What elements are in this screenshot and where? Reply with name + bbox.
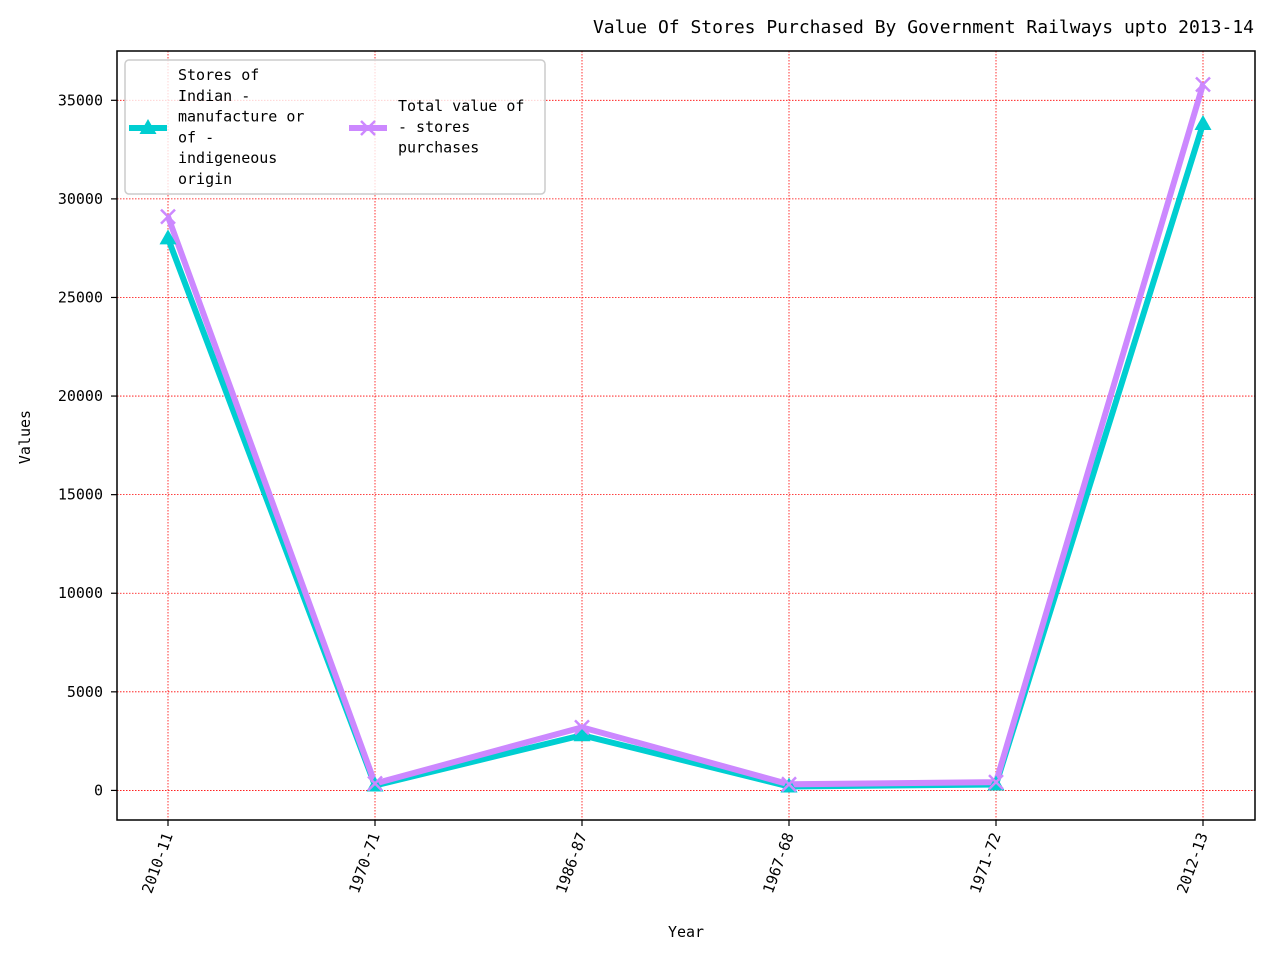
x-marker <box>160 208 176 225</box>
legend-label-line: indigeneous <box>178 149 277 167</box>
legend: Stores of Indian - manufacture or of - indig… <box>124 59 546 195</box>
triangle-marker <box>159 229 177 245</box>
plot-frame <box>116 50 1256 821</box>
legend-label-line: manufacture or <box>178 108 304 126</box>
y-tick-label: 15000 <box>58 486 103 504</box>
y-tick-label: 0 <box>94 781 103 799</box>
legend-label-line: purchases <box>398 139 479 157</box>
x-marker-stroke <box>1195 76 1211 93</box>
series-line-2 <box>165 83 1206 788</box>
x-marker <box>988 774 1004 791</box>
legend-label-line: origin <box>178 170 232 188</box>
triangle-marker <box>573 726 591 742</box>
x-marker-stroke <box>360 120 376 136</box>
chart-title: Value Of Stores Purchased By Government … <box>593 17 1254 38</box>
x-marker <box>1195 76 1211 93</box>
legend-label-line: of - <box>178 128 214 146</box>
x-tick-label: 1971-72 <box>966 830 1005 896</box>
x-axis: 2010-11 1970-71 1986-87 1967-68 1971-72 2012-… <box>138 820 1212 896</box>
x-marker <box>360 120 376 136</box>
y-tick-label: 25000 <box>58 288 103 306</box>
x-axis-label: Year <box>668 923 704 941</box>
triangle-marker <box>1194 114 1212 130</box>
x-marker-stroke <box>160 208 176 225</box>
x-tick-label: 1986-87 <box>552 830 591 896</box>
y-tick-label: 30000 <box>58 190 103 208</box>
x-tick-label: 1970-71 <box>345 830 384 896</box>
y-tick-label: 10000 <box>58 584 103 602</box>
x-marker-stroke <box>988 774 1004 791</box>
legend-label: Stores of Indian - manufacture or of - indig… <box>178 66 304 188</box>
legend-label-line: Stores of <box>178 66 259 84</box>
y-tick-label: 20000 <box>58 387 103 405</box>
x-marker <box>574 719 590 736</box>
x-marker <box>367 775 383 792</box>
x-marker-stroke <box>367 775 383 792</box>
y-axis: 0 5000 10000 15000 20000 25000 30000 35000 <box>58 91 117 799</box>
x-marker-stroke <box>574 719 590 736</box>
x-tick-label: 1967-68 <box>759 830 798 896</box>
series-markers <box>159 76 1212 793</box>
grid-lines <box>117 51 1255 820</box>
legend-label: Total value of - stores purchases <box>398 97 524 157</box>
series-line-1 <box>165 123 1206 790</box>
x-marker <box>781 776 797 793</box>
legend-frame <box>124 59 546 195</box>
y-tick-label: 5000 <box>67 683 103 701</box>
y-tick-label: 35000 <box>58 91 103 109</box>
legend-label-line: Total value of <box>398 97 524 115</box>
triangle-marker <box>139 119 157 134</box>
y-axis-label: Values <box>16 410 34 464</box>
legend-label-line: - stores <box>398 118 470 136</box>
legend-label-line: Indian - <box>178 87 250 105</box>
x-tick-label: 2010-11 <box>138 830 177 896</box>
x-tick-label: 2012-13 <box>1173 830 1212 896</box>
series-lines <box>165 83 1206 790</box>
x-marker-stroke <box>781 776 797 793</box>
